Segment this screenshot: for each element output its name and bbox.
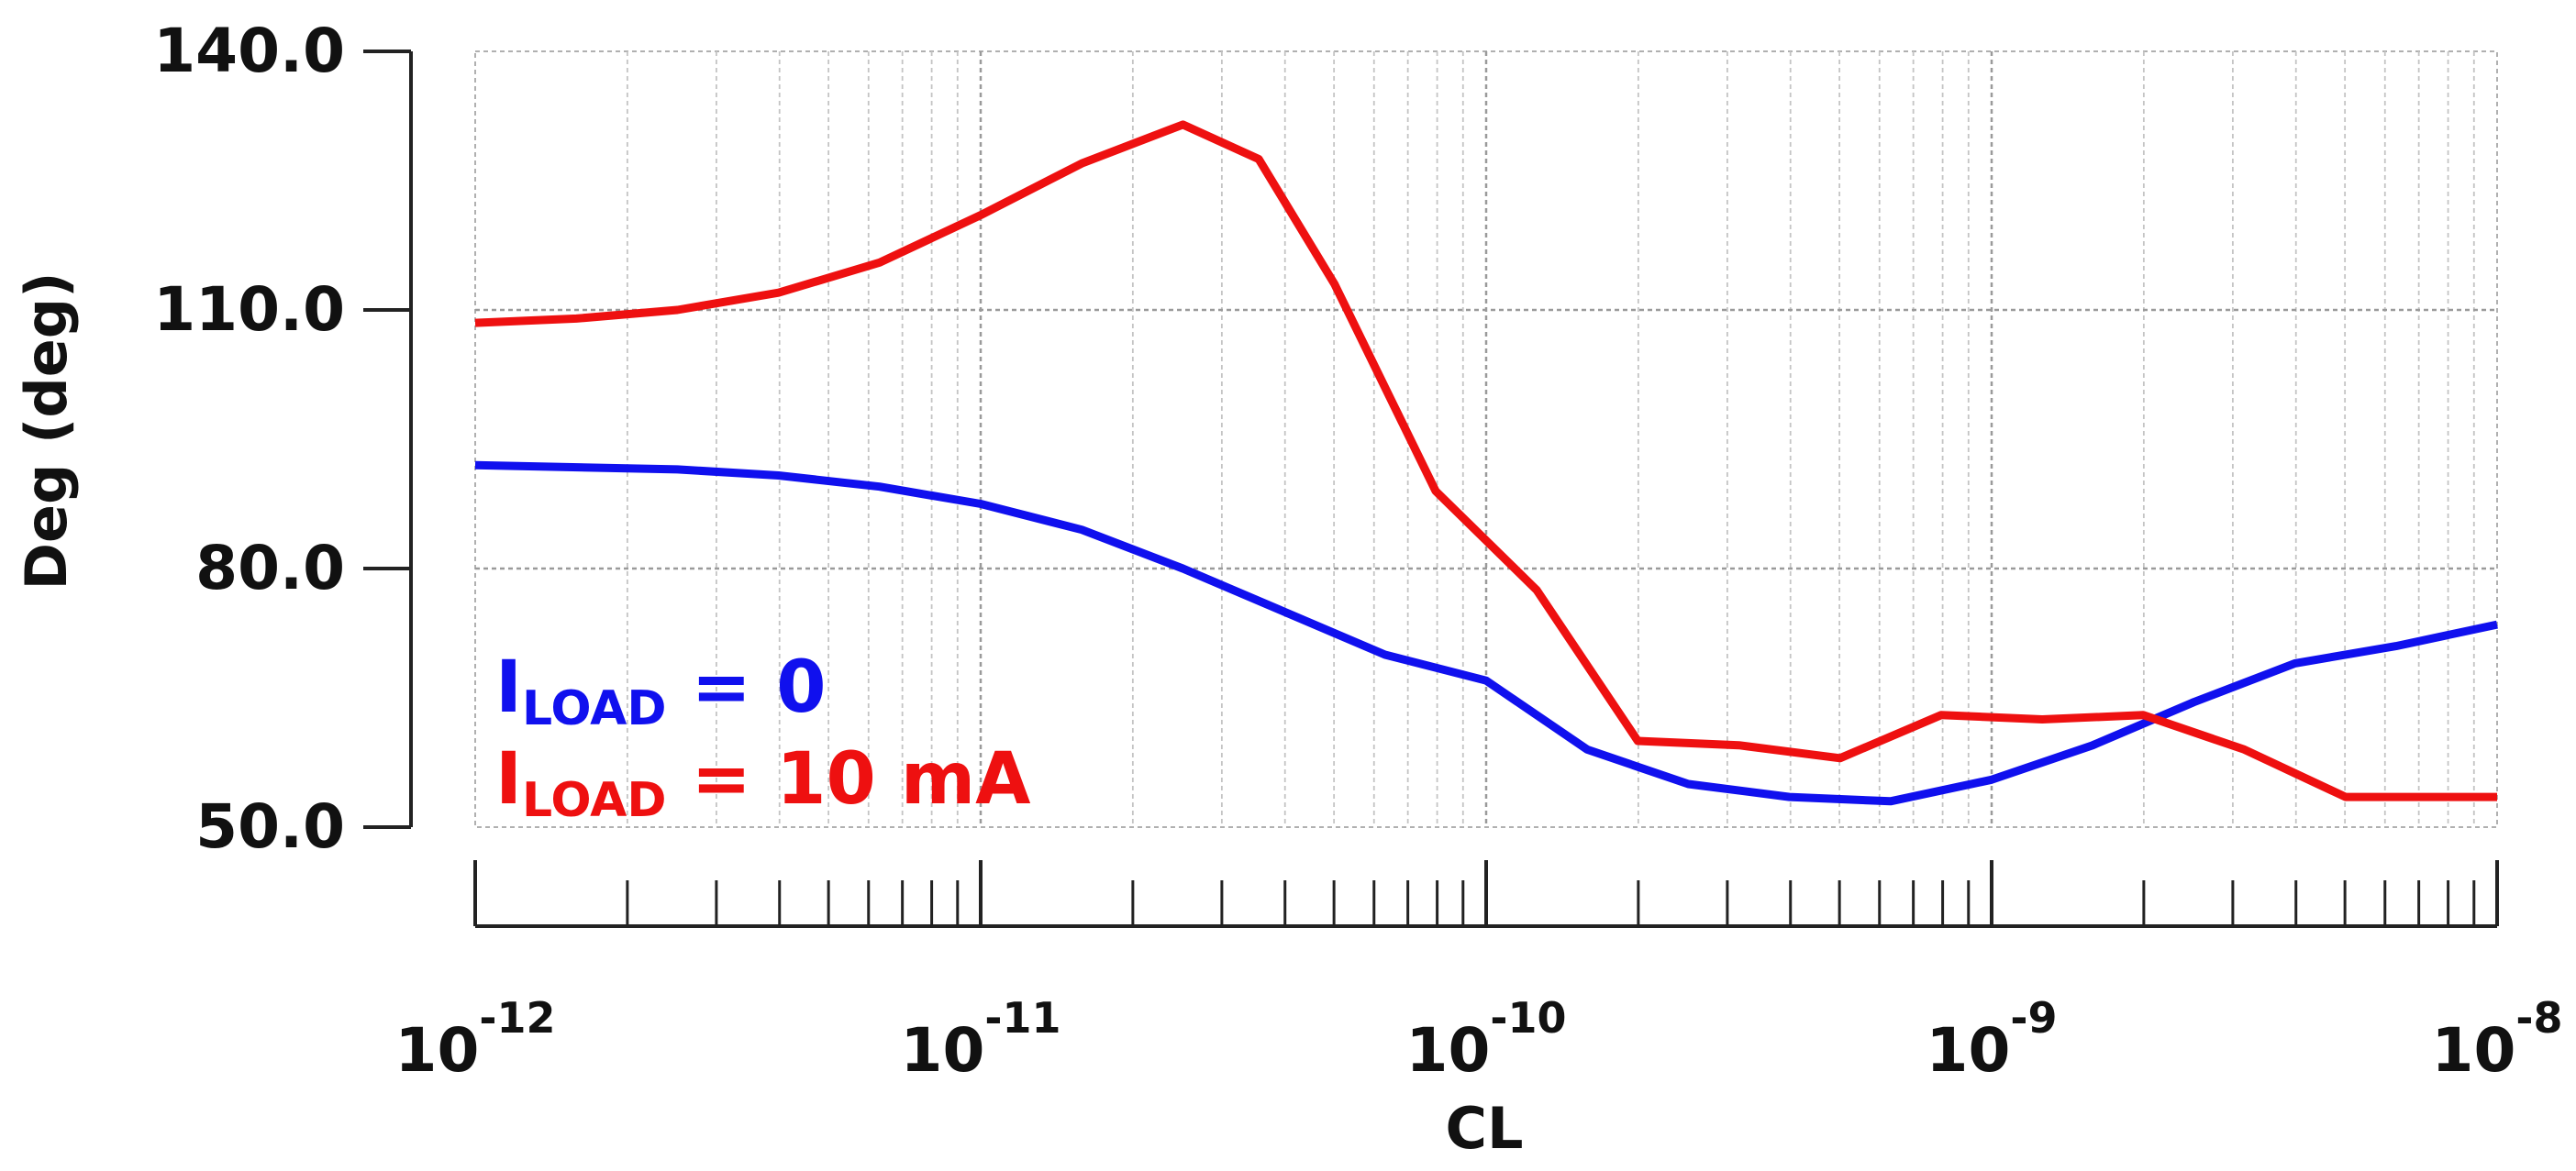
legend-entry-iload-0: ILOAD = 0 xyxy=(495,646,826,736)
legend-entry-iload-10ma-rest: = 10 mA xyxy=(667,738,1031,821)
x-tick-label-base: 10 xyxy=(901,1015,985,1086)
x-tick-label-base: 10 xyxy=(1406,1015,1491,1086)
x-tick-label-power: -9 xyxy=(2010,993,2057,1043)
x-tick-label-base: 10 xyxy=(395,1015,480,1086)
y-tick-label: 140.0 xyxy=(153,16,345,86)
legend-entry-iload-10ma-main: I xyxy=(495,738,522,821)
x-tick-label-base: 10 xyxy=(1926,1015,2011,1086)
grid xyxy=(474,50,2498,828)
legend-entry-iload-0-rest: = 0 xyxy=(667,646,827,729)
legend-entry-iload-0-sub: LOAD xyxy=(522,681,667,736)
x-tick-label: 10-12 xyxy=(395,993,556,1086)
x-tick-label-power: -10 xyxy=(1490,993,1566,1043)
x-tick-label-power: -11 xyxy=(984,993,1060,1043)
legend-entry-iload-10ma-sub: LOAD xyxy=(522,773,667,828)
legend: ILOAD = 0 ILOAD = 10 mA xyxy=(495,646,1031,828)
series-line-iload-0 xyxy=(474,460,2498,806)
series-lines xyxy=(474,120,2498,806)
x-axis-title: CL xyxy=(1445,1095,1523,1162)
x-tick-label: 10-8 xyxy=(2432,993,2563,1086)
x-tick-label-power: -12 xyxy=(479,993,555,1043)
x-tick-label-power: -8 xyxy=(2515,993,2562,1043)
x-tick-label: 10-10 xyxy=(1406,993,1567,1086)
legend-entry-iload-0-main: I xyxy=(495,646,522,729)
y-axis-title: Deg (deg) xyxy=(13,272,80,591)
x-tick-label: 10-11 xyxy=(901,993,1061,1086)
legend-entry-iload-10ma: ILOAD = 10 mA xyxy=(495,738,1031,828)
y-tick-label: 80.0 xyxy=(195,533,345,603)
series-line-iload-10ma xyxy=(474,120,2497,801)
x-tick-label-base: 10 xyxy=(2432,1015,2516,1086)
y-tick-label: 50.0 xyxy=(195,791,345,862)
y-tick-label: 110.0 xyxy=(153,274,345,345)
x-tick-label: 10-9 xyxy=(1926,993,2058,1086)
